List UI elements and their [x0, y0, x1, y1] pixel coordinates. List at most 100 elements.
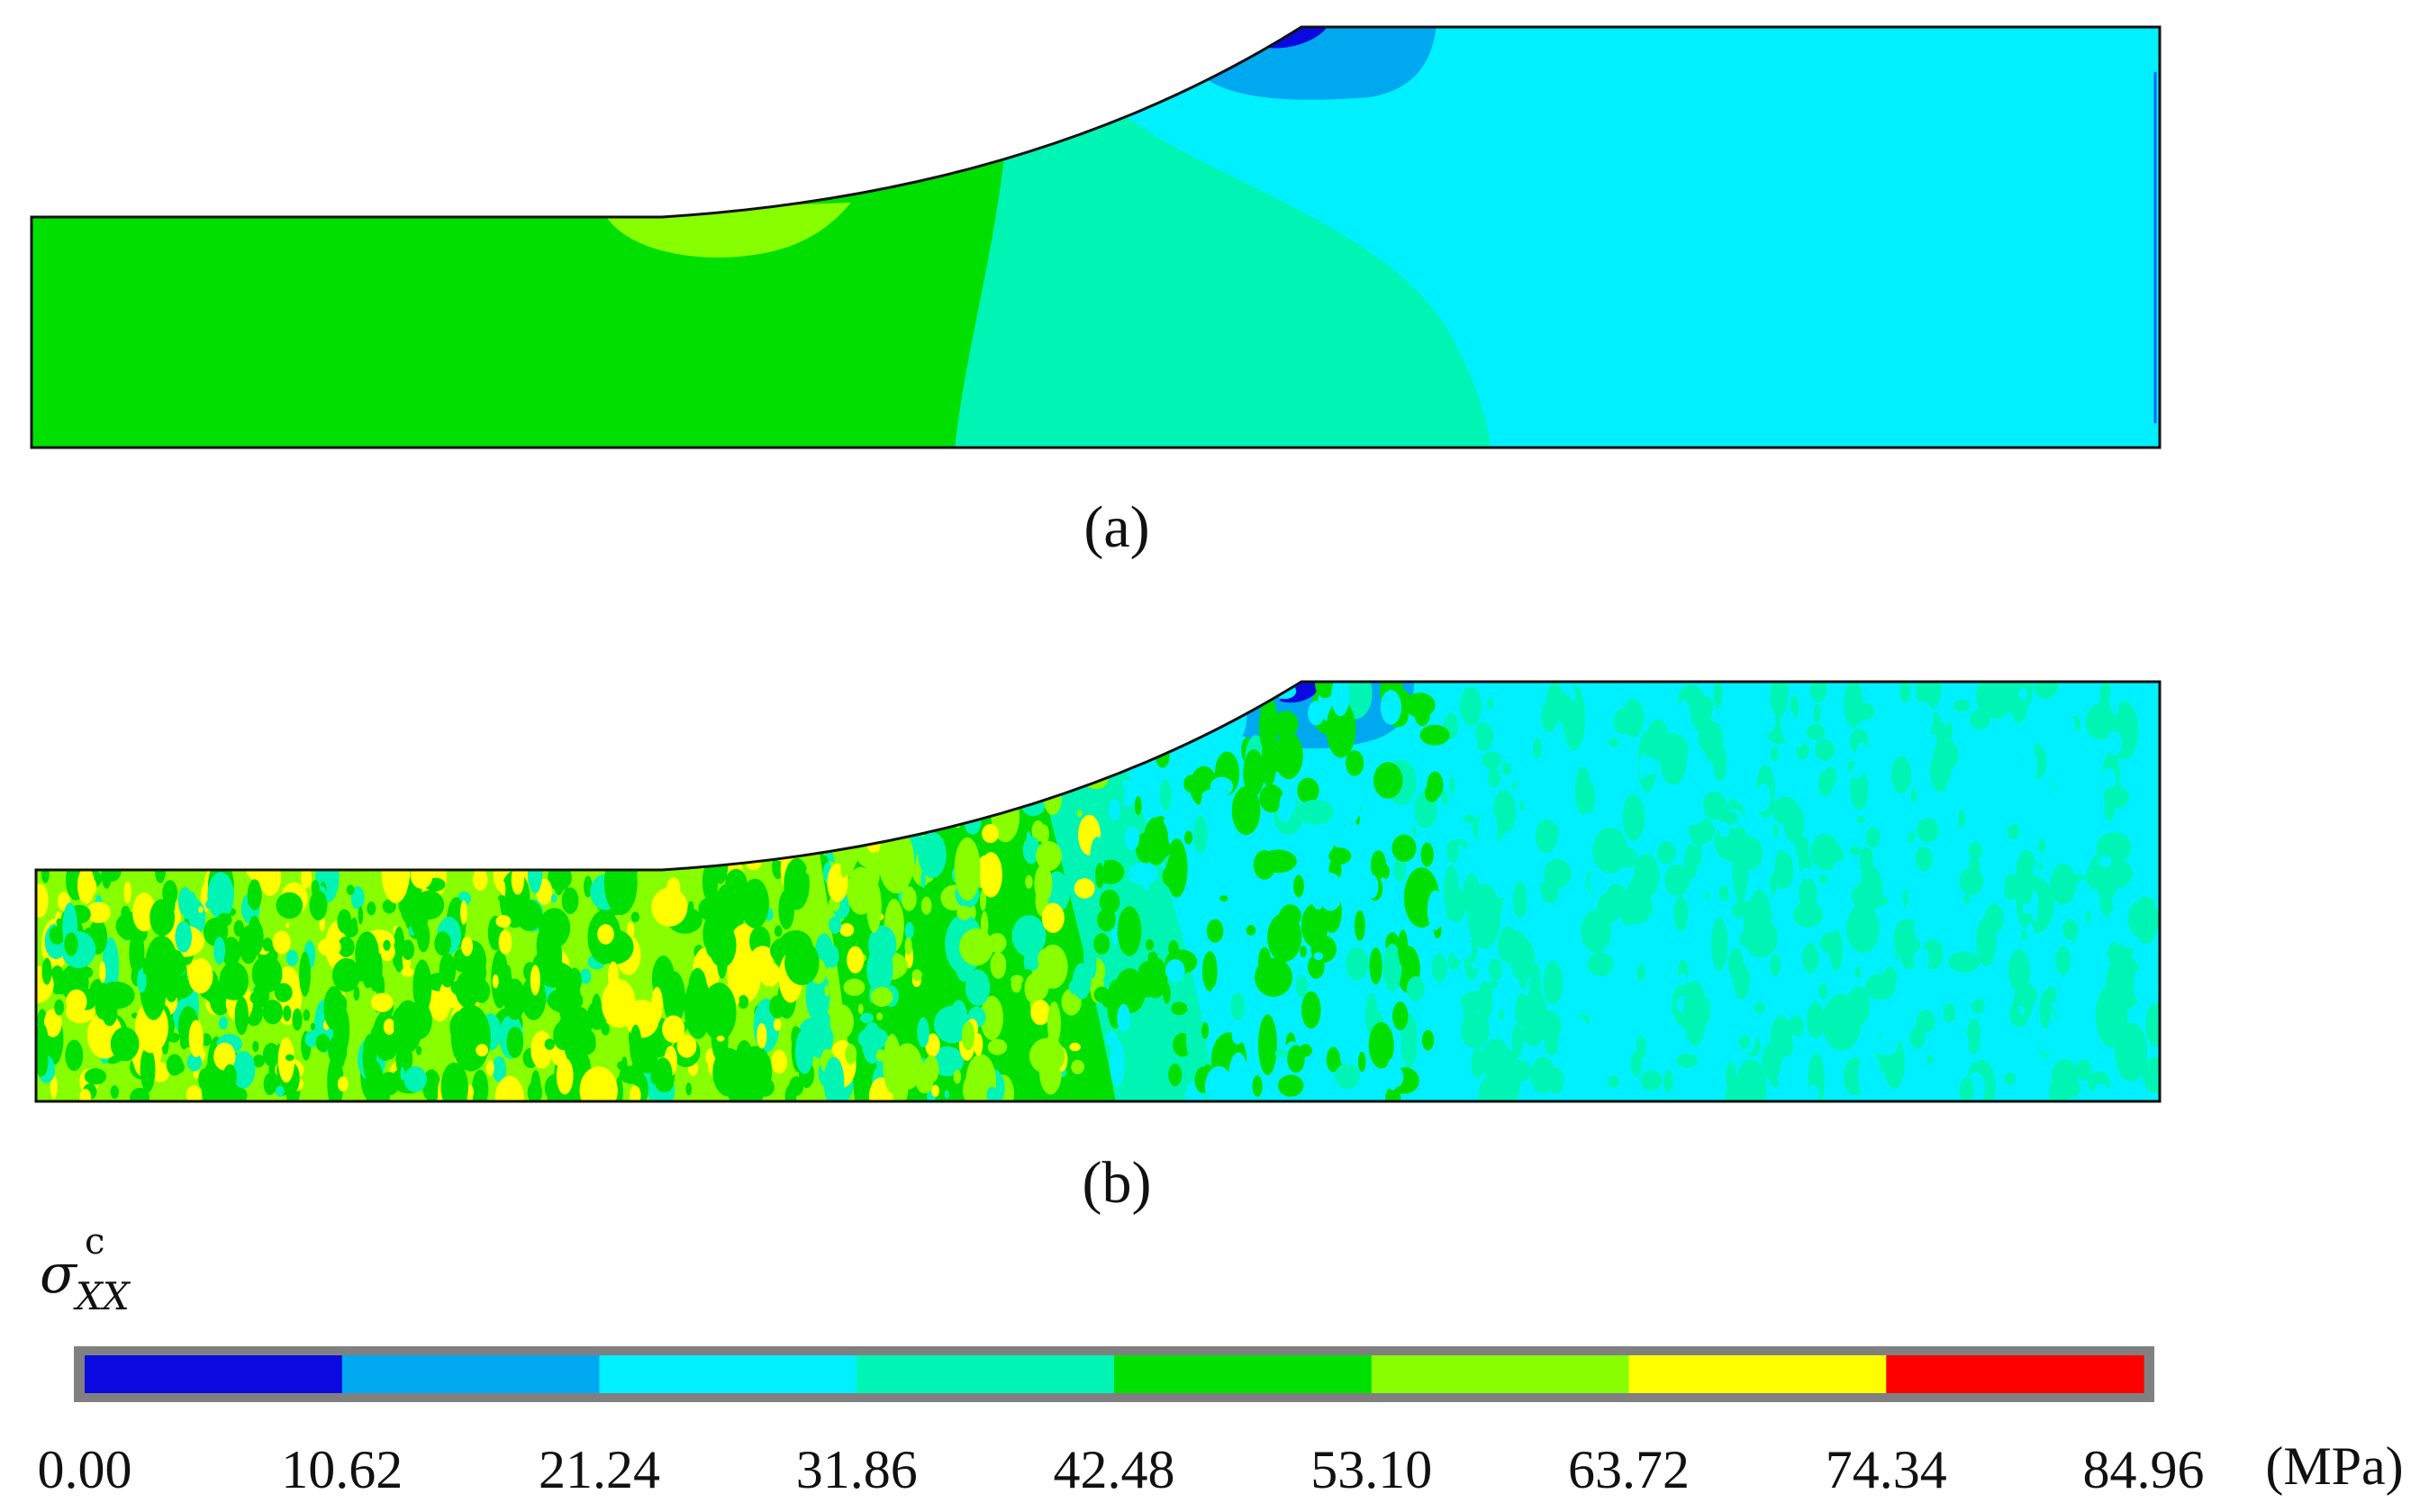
- noise-blob: [1052, 740, 1081, 762]
- noise-blob: [1259, 697, 1279, 756]
- colorbar-tick-label: 63.72: [1568, 1440, 1690, 1499]
- noise-blob: [1727, 991, 1738, 1010]
- noise-blob: [219, 961, 249, 1000]
- noise-blob: [541, 931, 563, 982]
- noise-blob: [222, 937, 241, 967]
- noise-blob: [825, 945, 839, 968]
- noise-blob: [550, 893, 557, 903]
- noise-blob: [1534, 852, 1548, 865]
- noise-blob: [1274, 1048, 1288, 1058]
- noise-blob: [1856, 743, 1868, 759]
- noise-blob: [1295, 974, 1309, 998]
- noise-blob: [1273, 711, 1299, 738]
- noise-blob: [990, 952, 1007, 979]
- colorbar-tick-label: 10.62: [281, 1440, 403, 1499]
- noise-blob: [1533, 738, 1542, 759]
- noise-blob: [207, 872, 234, 919]
- noise-blob: [2070, 792, 2090, 826]
- noise-blob: [1810, 840, 1845, 871]
- noise-blob: [1622, 942, 1643, 965]
- noise-blob: [1519, 801, 1525, 811]
- noise-blob: [1538, 1010, 1562, 1044]
- colorbar-tick-label: 0.00: [37, 1440, 132, 1499]
- noise-blob: [1308, 701, 1325, 726]
- noise-blob: [1463, 874, 1481, 914]
- noise-blob: [2061, 716, 2076, 738]
- noise-blob: [1899, 682, 1911, 703]
- noise-blob: [365, 1060, 385, 1101]
- noise-blob: [262, 937, 273, 952]
- noise-blob: [275, 1085, 285, 1098]
- noise-blob: [1229, 695, 1249, 714]
- noise-blob: [1524, 750, 1531, 758]
- noise-blob: [472, 868, 488, 892]
- colorbar-bin: [1628, 1355, 1887, 1393]
- noise-blob: [327, 1054, 344, 1101]
- noise-blob: [175, 920, 192, 953]
- noise-blob: [1982, 821, 1997, 837]
- noise-blob: [1369, 947, 1382, 985]
- noise-blob: [1472, 722, 1494, 751]
- noise-blob: [702, 982, 737, 1041]
- noise-blob: [2127, 901, 2153, 938]
- noise-blob: [1114, 968, 1147, 1014]
- noise-blob: [1958, 767, 1966, 781]
- noise-blob: [350, 886, 365, 910]
- noise-blob: [1177, 708, 1200, 735]
- noise-blob: [1365, 874, 1379, 899]
- noise-blob: [1944, 722, 1953, 740]
- noise-blob: [1962, 895, 1971, 904]
- noise-blob: [2072, 927, 2078, 942]
- noise-blob: [870, 987, 893, 1007]
- noise-blob: [845, 1044, 857, 1064]
- noise-blob: [1762, 1042, 1782, 1081]
- noise-blob: [1911, 701, 1934, 737]
- noise-blob: [1958, 751, 1992, 800]
- noise-blob: [1676, 1053, 1699, 1068]
- noise-blob: [685, 1082, 692, 1096]
- noise-blob: [575, 1035, 596, 1055]
- noise-blob: [249, 991, 261, 1004]
- noise-blob: [843, 978, 866, 997]
- noise-blob: [1504, 846, 1531, 869]
- noise-blob: [1777, 853, 1794, 889]
- noise-blob: [1110, 1040, 1125, 1087]
- colorbar-tick-label: 21.24: [539, 1440, 660, 1499]
- noise-blob: [1953, 699, 1971, 712]
- noise-blob: [231, 1050, 256, 1089]
- panel-b-outline: [34, 680, 2162, 1103]
- noise-blob: [492, 1055, 507, 1082]
- noise-blob: [1815, 738, 1835, 761]
- noise-blob: [554, 876, 564, 895]
- noise-blob: [730, 927, 753, 950]
- noise-blob: [878, 828, 915, 894]
- noise-blob: [1645, 828, 1655, 836]
- noise-blob: [1959, 866, 1984, 896]
- noise-blob: [1718, 821, 1730, 837]
- noise-blob: [140, 1046, 156, 1093]
- noise-blob: [1459, 686, 1482, 727]
- noise-blob: [43, 1009, 62, 1037]
- noise-blob: [1715, 900, 1722, 908]
- noise-blob: [982, 824, 1000, 844]
- noise-blob: [1890, 756, 1912, 794]
- panel-b-noise-speckle: [36, 682, 2160, 1101]
- noise-blob: [1326, 1046, 1341, 1073]
- noise-blob: [1678, 973, 1687, 986]
- noise-blob: [1119, 783, 1125, 805]
- noise-blob: [1478, 1075, 1506, 1101]
- noise-blob: [1210, 776, 1233, 797]
- noise-blob: [564, 896, 574, 910]
- colorbar-bin: [341, 1355, 601, 1393]
- noise-blob: [1011, 915, 1047, 957]
- noise-blob: [492, 974, 499, 989]
- noise-blob: [784, 940, 820, 985]
- noise-blob: [778, 889, 794, 930]
- noise-blob: [1554, 824, 1559, 838]
- noise-blob: [1407, 976, 1425, 1001]
- noise-blob: [1316, 682, 1325, 693]
- noise-blob: [86, 901, 111, 924]
- noise-blob: [1130, 732, 1142, 752]
- noise-blob: [950, 1000, 967, 1033]
- noise-blob: [1591, 976, 1611, 1019]
